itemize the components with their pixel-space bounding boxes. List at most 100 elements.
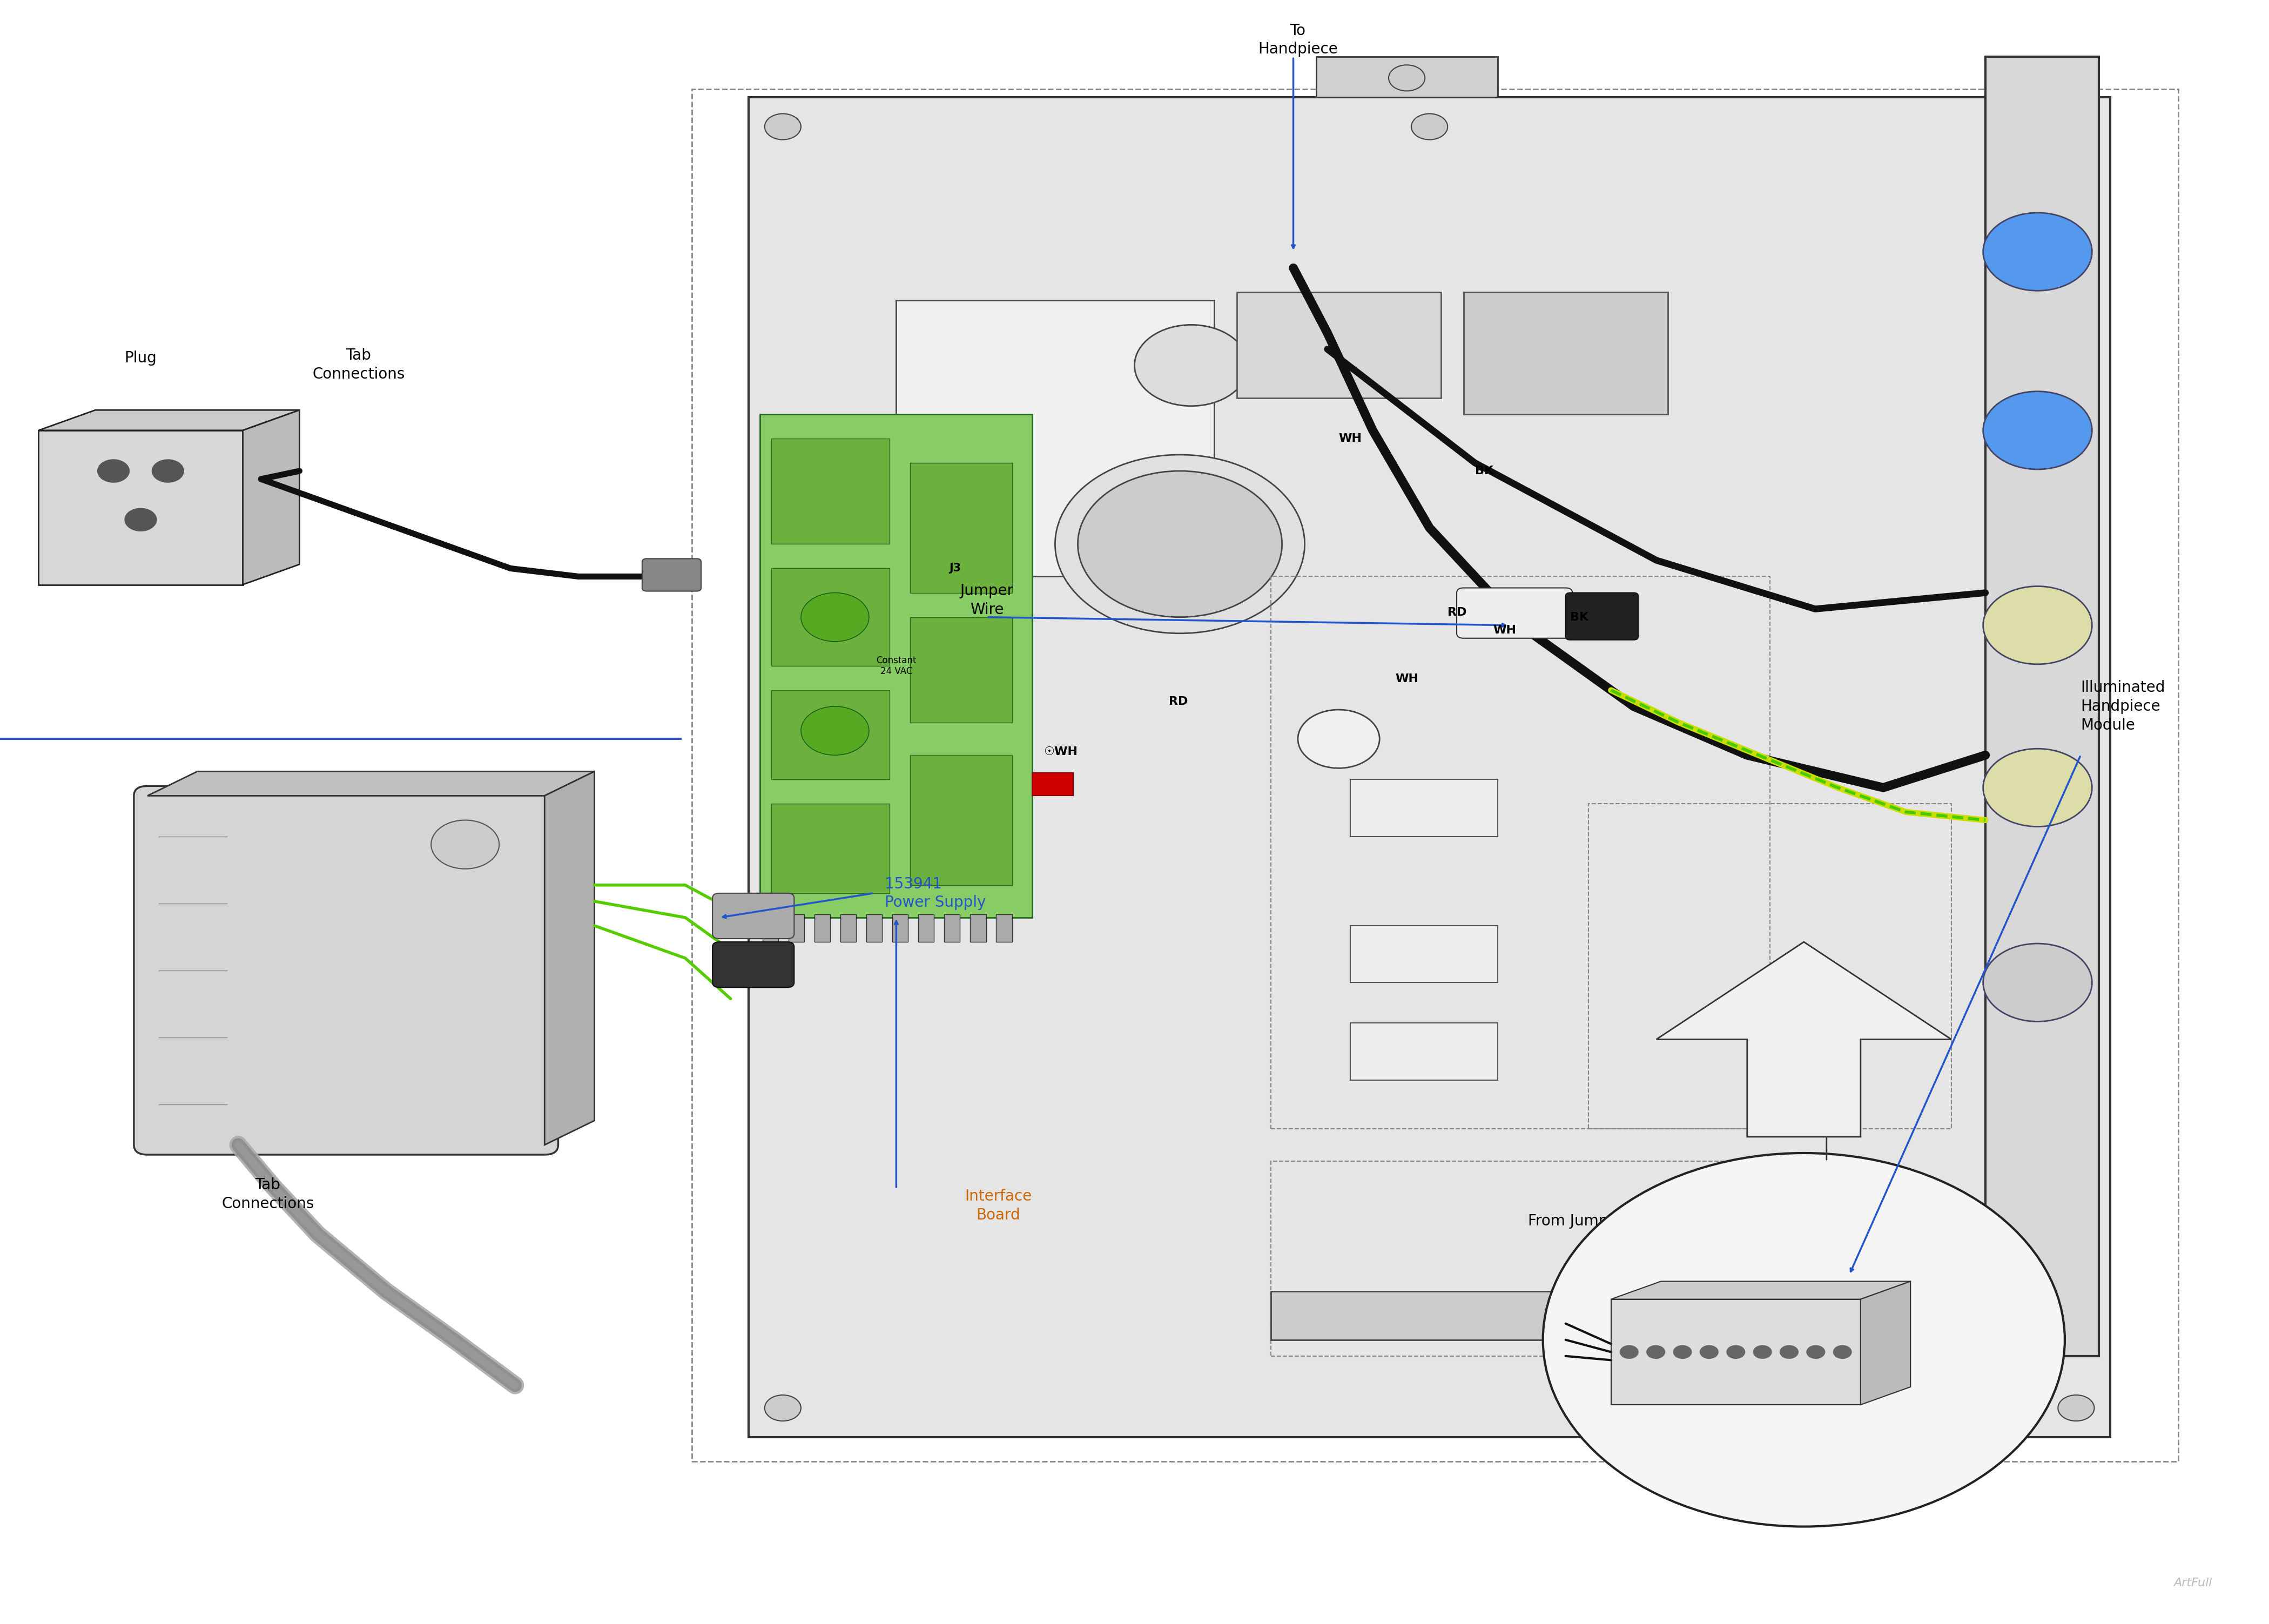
- Circle shape: [1389, 65, 1425, 91]
- Bar: [1464, 292, 1668, 414]
- Polygon shape: [147, 771, 594, 796]
- Polygon shape: [1656, 942, 1951, 1137]
- Circle shape: [1833, 1345, 1852, 1358]
- Circle shape: [1781, 1345, 1799, 1358]
- Circle shape: [1298, 710, 1380, 768]
- Bar: [1271, 1291, 1815, 1340]
- Text: WH: WH: [1339, 434, 1361, 443]
- Circle shape: [765, 114, 801, 140]
- Text: RD: RD: [1448, 607, 1466, 617]
- Text: RD: RD: [1169, 697, 1187, 706]
- Bar: [910, 617, 1012, 723]
- Text: Jumper
Wire: Jumper Wire: [960, 583, 1014, 617]
- Bar: [896, 300, 1214, 577]
- Circle shape: [1983, 944, 2092, 1021]
- Text: Constant
24 VAC: Constant 24 VAC: [876, 656, 917, 676]
- Circle shape: [431, 820, 499, 869]
- Bar: [771, 568, 889, 666]
- Text: ArtFull: ArtFull: [2174, 1577, 2212, 1588]
- Circle shape: [98, 460, 129, 482]
- FancyBboxPatch shape: [712, 893, 794, 939]
- Circle shape: [2058, 1395, 2094, 1421]
- Circle shape: [765, 1395, 801, 1421]
- Bar: [787, 914, 803, 942]
- Circle shape: [1134, 325, 1248, 406]
- Circle shape: [1983, 749, 2092, 827]
- Bar: [749, 97, 2110, 1437]
- Circle shape: [1620, 1345, 1638, 1358]
- Bar: [1237, 292, 1441, 398]
- Bar: [1316, 57, 1498, 97]
- FancyBboxPatch shape: [134, 786, 558, 1155]
- Bar: [771, 438, 889, 544]
- Bar: [840, 914, 855, 942]
- Polygon shape: [39, 430, 243, 585]
- Bar: [1271, 577, 1770, 1129]
- Text: From Jumper Wire: From Jumper Wire: [1527, 1213, 1663, 1229]
- Circle shape: [152, 460, 184, 482]
- Text: To
Handpiece: To Handpiece: [1257, 23, 1339, 57]
- FancyBboxPatch shape: [1457, 588, 1572, 638]
- Bar: [996, 914, 1012, 942]
- FancyBboxPatch shape: [642, 559, 701, 591]
- Circle shape: [1754, 1345, 1772, 1358]
- Text: J3: J3: [948, 564, 962, 573]
- Text: Interface
Board: Interface Board: [964, 1189, 1032, 1223]
- Circle shape: [1983, 391, 2092, 469]
- FancyBboxPatch shape: [712, 942, 794, 987]
- Bar: [771, 804, 889, 893]
- Circle shape: [1647, 1345, 1665, 1358]
- Circle shape: [1055, 455, 1305, 633]
- Polygon shape: [1611, 1281, 1910, 1299]
- Bar: [971, 914, 987, 942]
- Bar: [944, 914, 960, 942]
- Circle shape: [1806, 1345, 1824, 1358]
- Circle shape: [1675, 1345, 1693, 1358]
- Text: BK: BK: [1475, 466, 1493, 476]
- Text: Tab
Connections: Tab Connections: [222, 1177, 313, 1212]
- Polygon shape: [39, 411, 300, 430]
- Bar: [1350, 926, 1498, 983]
- Bar: [867, 914, 883, 942]
- FancyBboxPatch shape: [1566, 593, 1638, 640]
- Circle shape: [2058, 114, 2094, 140]
- Circle shape: [801, 706, 869, 755]
- Bar: [919, 914, 935, 942]
- Text: ☉WH: ☉WH: [1044, 747, 1078, 757]
- Circle shape: [1983, 213, 2092, 291]
- Circle shape: [1543, 1153, 2065, 1527]
- Circle shape: [1727, 1345, 1745, 1358]
- Bar: [1032, 773, 1073, 796]
- Bar: [762, 914, 778, 942]
- Bar: [771, 690, 889, 780]
- Text: Tab
Connections: Tab Connections: [313, 348, 404, 382]
- Bar: [1985, 57, 2099, 1356]
- Bar: [1350, 780, 1498, 836]
- Bar: [692, 89, 2178, 1462]
- Text: WH: WH: [1493, 625, 1516, 635]
- Circle shape: [1411, 114, 1448, 140]
- Bar: [815, 914, 830, 942]
- Polygon shape: [545, 771, 594, 1145]
- Circle shape: [801, 593, 869, 641]
- Circle shape: [1699, 1345, 1718, 1358]
- Polygon shape: [1611, 1299, 1861, 1405]
- Circle shape: [125, 508, 157, 531]
- Polygon shape: [243, 411, 300, 585]
- Bar: [1271, 1161, 1770, 1356]
- Bar: [910, 463, 1012, 593]
- Text: WH: WH: [1395, 674, 1418, 684]
- Text: Plug: Plug: [125, 351, 157, 365]
- Text: BK: BK: [1570, 612, 1588, 622]
- Bar: [760, 414, 1032, 918]
- Text: To Handpiece: To Handpiece: [1688, 1470, 1788, 1484]
- Bar: [1350, 1023, 1498, 1080]
- Text: 153941
Power Supply: 153941 Power Supply: [885, 877, 987, 909]
- Polygon shape: [1861, 1281, 1910, 1405]
- Text: Illuminated
Handpiece
Module: Illuminated Handpiece Module: [2081, 680, 2165, 732]
- Bar: [910, 755, 1012, 885]
- Bar: [892, 914, 908, 942]
- Circle shape: [1078, 471, 1282, 617]
- Bar: [1588, 804, 1951, 1129]
- Circle shape: [1983, 586, 2092, 664]
